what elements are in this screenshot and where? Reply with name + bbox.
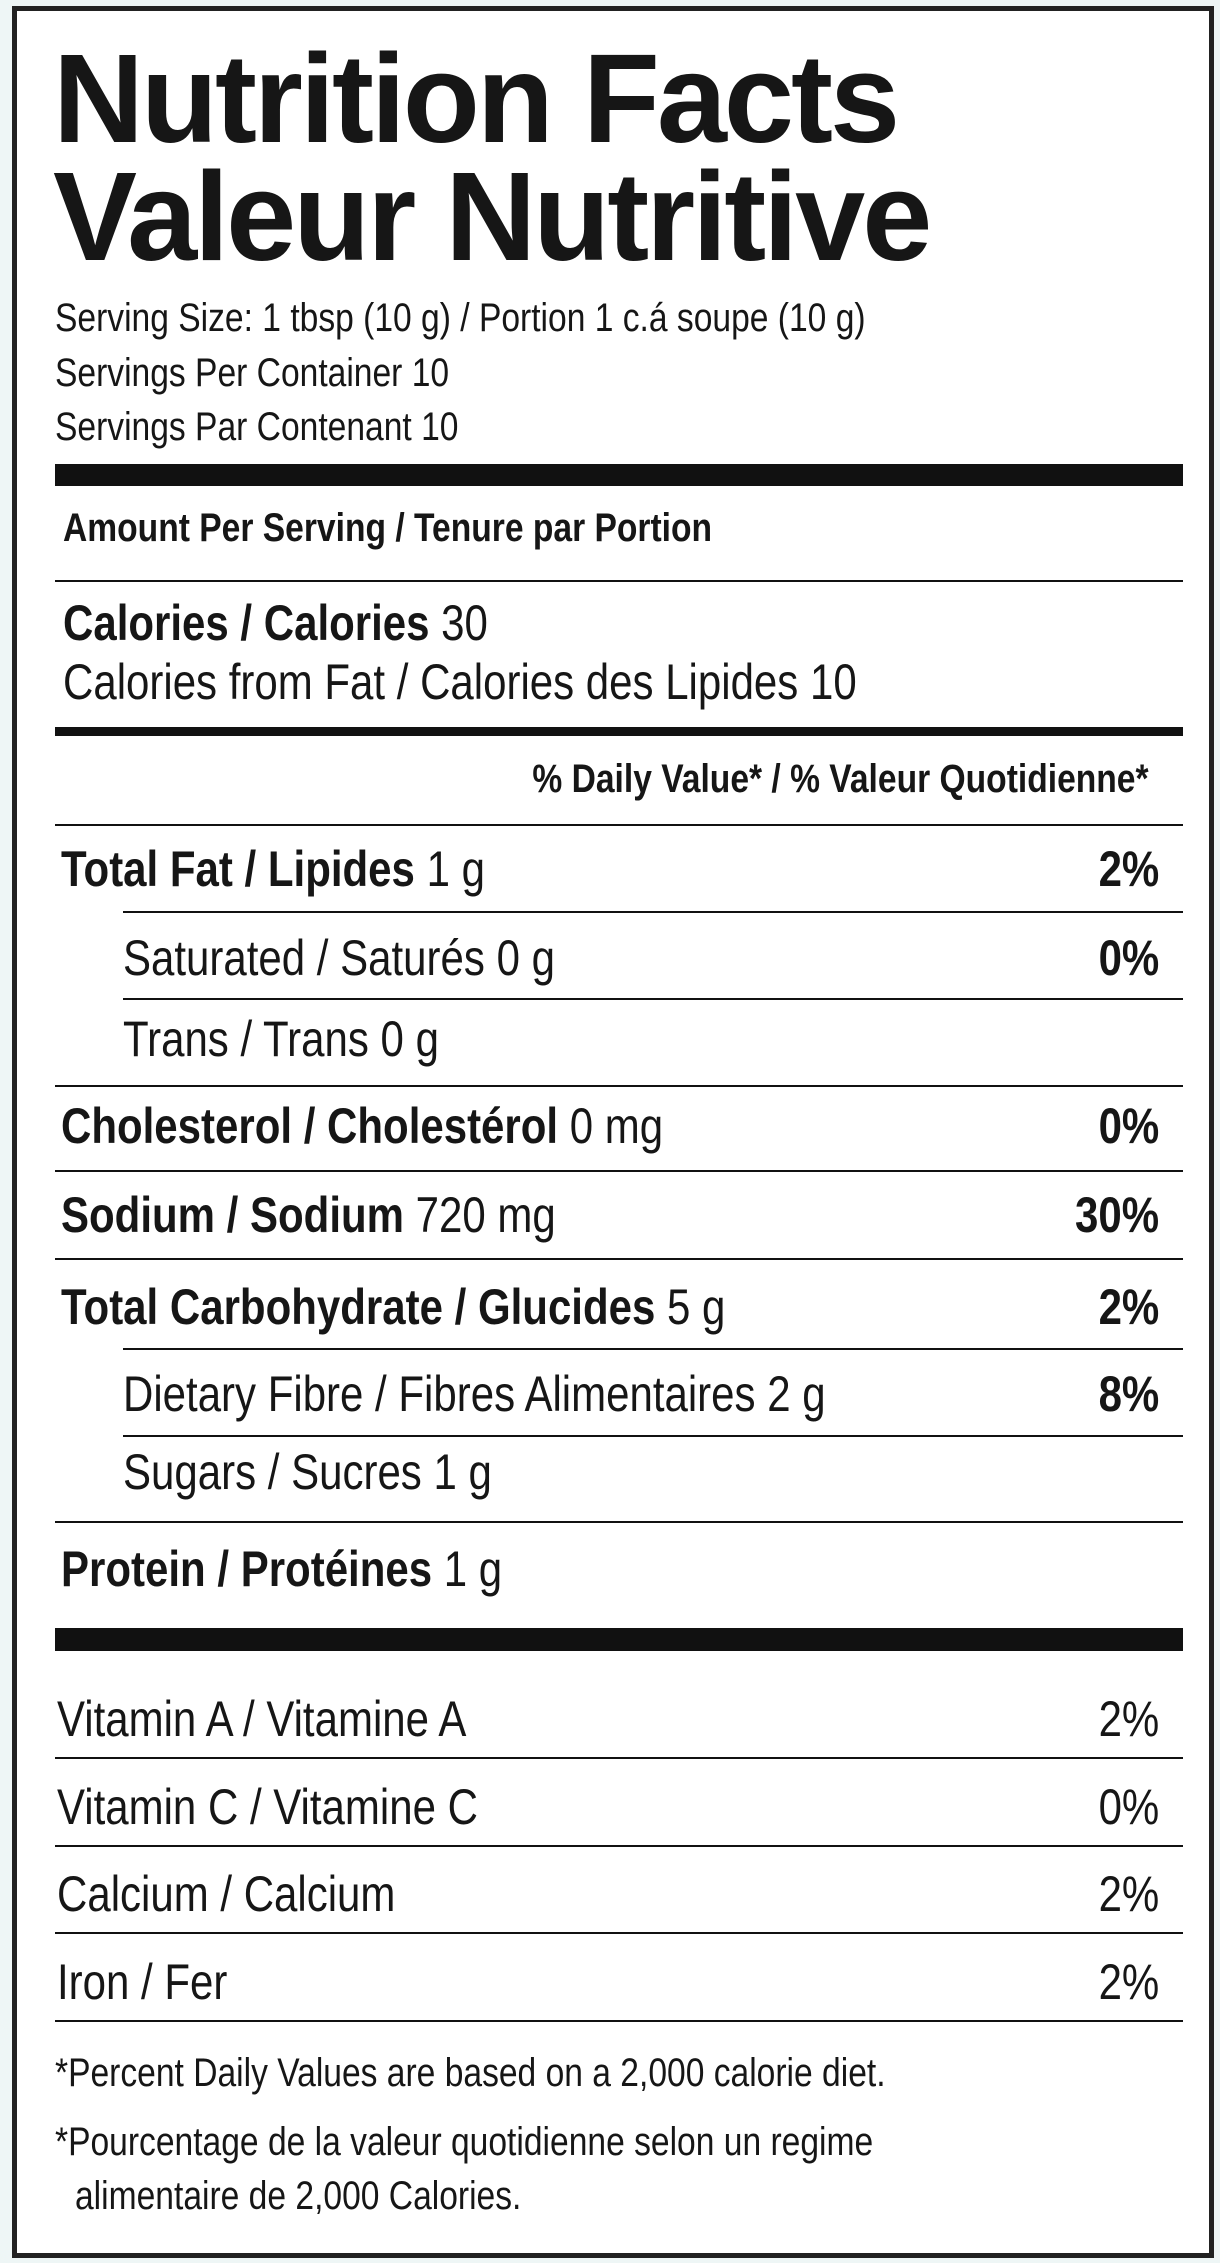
nutrient-amount: 0 g <box>380 1011 439 1067</box>
rule <box>55 1757 1183 1759</box>
rule <box>123 911 1183 913</box>
rule <box>55 1844 1183 1847</box>
nutrient-row: Sodium / Sodium 720 mg <box>61 1190 556 1240</box>
rule <box>55 1258 1183 1260</box>
medium-rule <box>55 727 1183 736</box>
daily-value-header: % Daily Value* / % Valeur Quotidienne* <box>532 757 1149 801</box>
rule <box>55 2019 1183 2022</box>
nutrient-percent: 0% <box>1098 930 1159 986</box>
nutrient-label: Trans / Trans <box>123 1011 369 1067</box>
vitamin-percent: 2% <box>1098 1866 1159 1922</box>
nutrient-amount: 1 g <box>433 1444 492 1500</box>
vitamin-percent: 2% <box>1098 1953 1159 2010</box>
nutrient-row: Protein / Protéines 1 g <box>61 1544 502 1594</box>
nutrient-label: Cholesterol / Cholestérol <box>61 1098 559 1154</box>
nutrient-row: Dietary Fibre / Fibres Alimentaires 2 g <box>123 1369 826 1419</box>
rule <box>55 580 1183 582</box>
nutrient-percent: 8% <box>1098 1366 1159 1422</box>
nutrient-label: Dietary Fibre / Fibres Alimentaires <box>123 1366 756 1422</box>
nutrient-label: Sugars / Sucres <box>123 1444 422 1500</box>
nutrient-amount: 1 g <box>426 841 485 897</box>
nutrient-percent: 0% <box>1098 1098 1159 1154</box>
nutrient-label: Protein / Protéines <box>61 1541 433 1597</box>
rule <box>55 1521 1183 1523</box>
nutrient-label: Total Fat / Lipides <box>61 841 415 897</box>
nutrient-row: Sugars / Sucres 1 g <box>123 1447 492 1497</box>
nutrient-amount: 1 g <box>443 1541 503 1597</box>
rule <box>55 1932 1183 1934</box>
rule <box>123 998 1183 1000</box>
calories-amount: 30 <box>441 595 488 651</box>
rule <box>55 1085 1183 1087</box>
nutrition-label: Nutrition Facts Valeur Nutritive Serving… <box>12 6 1214 2258</box>
footnote: *Percent Daily Values are based on a 2,0… <box>55 2051 886 2095</box>
vitamin-label: Calcium / Calcium <box>57 1866 396 1922</box>
vitamin-label: Vitamin C / Vitamine C <box>57 1778 478 1835</box>
nutrient-amount: 5 g <box>667 1279 726 1335</box>
nutrient-amount: 2 g <box>767 1366 826 1422</box>
title: Nutrition Facts <box>53 28 900 169</box>
thick-rule <box>55 464 1183 486</box>
nutrient-percent: 2% <box>1098 841 1159 897</box>
nutrient-amount: 0 mg <box>569 1098 664 1154</box>
vitamin-percent: 2% <box>1098 1691 1159 1747</box>
vitamin-label: Iron / Fer <box>57 1953 228 2010</box>
nutrient-label: Sodium / Sodium <box>61 1187 404 1243</box>
footnote: *Pourcentage de la valeur quotidienne se… <box>55 2120 874 2164</box>
nutrient-label: Total Carbohydrate / Glucides <box>61 1279 656 1335</box>
nutrient-amount: 0 g <box>496 930 555 986</box>
nutrient-row: Saturated / Saturés 0 g <box>123 933 555 983</box>
rule <box>123 1348 1183 1350</box>
footnote: alimentaire de 2,000 Calories. <box>75 2174 522 2218</box>
rule <box>55 824 1183 826</box>
calories-label: Calories / Calories <box>63 595 430 651</box>
rule <box>123 1435 1183 1437</box>
servings-par-contenant: Servings Par Contenant 10 <box>55 405 459 449</box>
nutrient-row: Total Fat / Lipides 1 g <box>61 844 485 894</box>
vitamin-percent: 0% <box>1098 1778 1159 1835</box>
thick-rule <box>55 1628 1183 1651</box>
nutrient-row: Trans / Trans 0 g <box>123 1014 439 1064</box>
nutrient-label: Saturated / Saturés <box>123 930 485 986</box>
nutrient-percent: 2% <box>1098 1279 1159 1335</box>
rule <box>55 1170 1183 1172</box>
nutrient-percent: 30% <box>1074 1187 1159 1243</box>
nutrient-row: Cholesterol / Cholestérol 0 mg <box>61 1101 663 1151</box>
title: Valeur Nutritive <box>53 146 932 287</box>
amount-per-serving: Amount Per Serving / Tenure par Portion <box>63 506 713 550</box>
servings-per-container: Servings Per Container 10 <box>55 351 450 395</box>
serving-size: Serving Size: 1 tbsp (10 g) / Portion 1 … <box>55 296 866 340</box>
nutrient-amount: 720 mg <box>415 1187 556 1243</box>
calories: Calories / Calories 30 <box>63 598 488 648</box>
vitamin-label: Vitamin A / Vitamine A <box>57 1691 467 1747</box>
calories-from-fat: Calories from Fat / Calories des Lipides… <box>63 654 857 710</box>
nutrient-row: Total Carbohydrate / Glucides 5 g <box>61 1282 725 1332</box>
